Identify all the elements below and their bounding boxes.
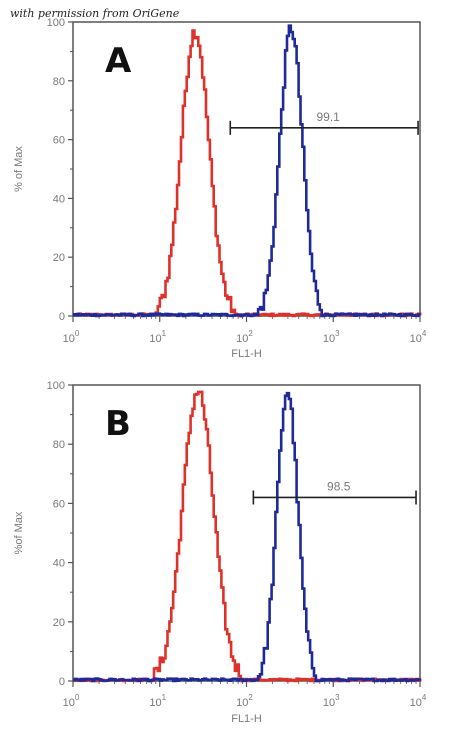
y-tick-label: 100 (47, 380, 65, 392)
y-tick-label: 20 (53, 252, 65, 264)
y-axis-label: %of Max (13, 511, 25, 554)
x-tick-label: 104 (410, 693, 427, 709)
y-axis-label: % of Max (13, 146, 25, 192)
stained-histogram-line (73, 24, 422, 318)
y-tick-label: 20 (53, 617, 65, 629)
panel-letter: A (105, 41, 132, 81)
y-tick-label: 40 (53, 193, 65, 205)
y-tick-label: 40 (53, 558, 65, 570)
x-tick-label: 103 (323, 329, 340, 345)
credit-note: with permission from OriGene (10, 7, 180, 20)
y-tick-label: 100 (47, 17, 65, 29)
x-tick-label: 104 (410, 329, 427, 345)
y-tick-label: 60 (53, 135, 65, 147)
gate-percentage-label: 99.1 (316, 110, 340, 124)
stained-histogram-line (73, 391, 422, 683)
y-tick-label: 0 (59, 676, 65, 688)
x-tick-label: 101 (149, 693, 166, 709)
plot-frame (72, 384, 421, 682)
plot-frame (72, 21, 421, 317)
y-tick-label: 60 (53, 498, 65, 510)
x-tick-label: 100 (63, 693, 80, 709)
gate-percentage-label: 98.5 (327, 479, 351, 493)
y-tick-label: 80 (53, 439, 65, 451)
x-tick-label: 101 (149, 329, 166, 345)
x-tick-label: 103 (323, 693, 340, 709)
y-tick-label: 0 (59, 311, 65, 323)
x-tick-label: 102 (236, 329, 253, 345)
x-axis-label: FL1-H (231, 713, 262, 725)
y-tick-label: 80 (53, 76, 65, 88)
histogram-panel-a: 0 20 40 60 80 100 100 101 102 103 104 FL1-H % of Max… (13, 17, 427, 360)
x-tick-label: 102 (236, 693, 253, 709)
x-axis-label: FL1-H (231, 348, 262, 360)
panel-letter: B (105, 404, 131, 444)
x-tick-label: 100 (63, 329, 80, 345)
histogram-panel-b: 0 20 40 60 80 100 100 101 102 103 104 FL1-H %of Max 9… (13, 380, 427, 725)
